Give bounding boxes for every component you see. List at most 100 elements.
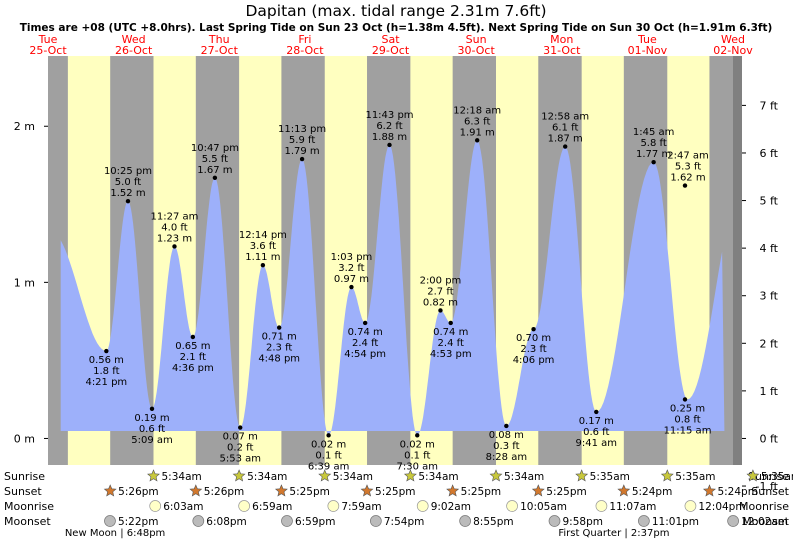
tide-metres-label: 1.77 m	[636, 149, 671, 160]
tide-point	[125, 198, 131, 204]
tide-feet-label: 6.3 ft	[464, 116, 490, 127]
tide-feet-label: 6.2 ft	[376, 121, 402, 132]
tide-time-label: 5:53 am	[219, 454, 261, 465]
sunset-entry: 5:24pm	[702, 484, 758, 498]
tide-time-label: 1:45 am	[633, 127, 675, 138]
tide-feet-label: 5.5 ft	[202, 154, 228, 165]
tide-metres-label: 0.65 m	[175, 341, 210, 352]
tide-time-label: 4:06 pm	[513, 355, 555, 366]
moonrise-icon	[238, 500, 251, 512]
tide-point	[682, 397, 688, 402]
moonrise-time: 6:03am	[163, 501, 203, 513]
moonrise-entry: 9:02am	[416, 500, 471, 513]
tide-feet-label: 2.1 ft	[180, 352, 206, 363]
moonset-entry: 11:01pm	[638, 515, 699, 528]
moonset-icon	[192, 515, 205, 527]
sunset-time: 5:26pm	[204, 486, 244, 498]
row-label-right: Sunrise	[748, 470, 789, 483]
row-label-left: Moonset	[4, 515, 51, 528]
day-date-label: 01-Nov	[628, 44, 668, 57]
day-date-label: 29-Oct	[372, 44, 410, 57]
sunrise-icon	[147, 469, 160, 482]
high-tide-marker: 2:47 am5.3 ft1.62 m	[667, 151, 709, 188]
high-tide-marker: 11:13 pm5.9 ft1.79 m	[278, 124, 326, 162]
sunset-icon	[617, 484, 631, 497]
tide-time-label: 5:09 am	[131, 435, 173, 446]
sunrise-time: 5:34am	[504, 471, 544, 483]
row-label-right: Moonrise	[739, 500, 789, 513]
tide-time-label: 4:36 pm	[172, 363, 214, 374]
tide-point	[349, 284, 354, 290]
tide-curve-area	[60, 140, 725, 436]
tide-time-label: 8:28 am	[486, 452, 528, 463]
sunset-icon	[274, 484, 288, 497]
tide-metres-label: 1.52 m	[110, 188, 145, 199]
tide-metres-label: 0.70 m	[516, 333, 551, 344]
moonset-time: 6:08pm	[206, 516, 246, 528]
high-tide-marker: 1:45 am5.8 ft1.77 m	[633, 127, 675, 165]
tide-feet-label: 0.1 ft	[315, 450, 341, 461]
day-date-label: 26-Oct	[115, 44, 153, 57]
tide-time-label: 1:03 pm	[331, 252, 373, 263]
tide-metres-label: 1.79 m	[284, 146, 319, 157]
moonset-time: 7:54pm	[384, 516, 424, 528]
tide-time-label: 10:47 pm	[191, 143, 239, 154]
row-label-right: Moonset	[742, 515, 789, 528]
day-weekday-label: Tue	[637, 33, 657, 46]
high-tide-marker: 12:14 pm3.6 ft1.11 m	[239, 230, 287, 268]
tide-point	[104, 348, 109, 354]
low-tide-marker: 0.71 m2.3 ft4:48 pm	[258, 325, 300, 365]
tide-metres-label: 1.23 m	[157, 233, 192, 244]
tide-metres-label: 0.07 m	[223, 432, 258, 443]
sunrise-icon	[489, 469, 503, 482]
tide-feet-label: 5.0 ft	[115, 177, 141, 188]
sunrise-time: 5:35am	[761, 471, 793, 483]
tide-metres-label: 0.02 m	[311, 439, 346, 450]
day-labels: Tue25-OctWed26-OctThu27-OctFri28-OctSat2…	[29, 33, 753, 57]
tide-feet-label: 5.3 ft	[675, 162, 701, 173]
sunrise-entry: 5:35am	[746, 469, 793, 483]
sunrise-icon	[318, 469, 332, 482]
tide-feet-label: 4.0 ft	[161, 222, 187, 233]
sunset-entry: 5:25pm	[274, 484, 330, 498]
tide-points: 0.56 m1.8 ft4:21 pm 10:25 pm5.0 ft1.52 m 0…	[85, 105, 711, 472]
sunrise-time: 5:34am	[333, 471, 373, 483]
moonset-icon	[104, 515, 116, 527]
right-tick-label: 1 ft	[760, 385, 779, 398]
sunset-icon	[360, 484, 374, 497]
day-weekday-label: Tue	[38, 33, 58, 46]
tide-metres-label: 0.82 m	[423, 297, 458, 308]
tide-point	[212, 175, 218, 180]
sunset-time: 5:25pm	[461, 486, 501, 498]
tide-feet-label: 2.3 ft	[520, 344, 546, 355]
sunrise-time: 5:34am	[247, 471, 287, 483]
tide-metres-label: 1.67 m	[197, 165, 232, 176]
tide-point	[238, 425, 243, 430]
moonrise-time: 12:04pm	[698, 501, 745, 513]
tide-point	[362, 320, 368, 326]
high-tide-marker: 10:47 pm5.5 ft1.67 m	[191, 143, 239, 180]
tide-feet-label: 5.9 ft	[289, 135, 315, 146]
chart-subtitle: Times are +08 (UTC +8.0hrs). Last Spring…	[20, 22, 773, 34]
day-weekday-label: Wed	[721, 33, 745, 46]
tide-time-label: 4:54 pm	[344, 349, 386, 360]
tide-point	[149, 406, 155, 412]
day-date-label: 02-Nov	[713, 44, 753, 57]
right-tick-label: 5 ft	[760, 195, 779, 208]
left-tick-label: 2 m	[14, 120, 35, 133]
tide-point	[531, 326, 536, 332]
tide-metres-label: 0.08 m	[489, 430, 524, 441]
tide-metres-label: 1.11 m	[245, 252, 280, 263]
sunset-entry: 5:24pm	[617, 484, 672, 498]
tide-metres-label: 0.17 m	[579, 416, 614, 427]
sunset-entry: 5:25pm	[446, 484, 501, 498]
moonrise-entry: 6:03am	[149, 500, 203, 513]
sunrise-icon	[746, 469, 760, 482]
sunrise-icon	[232, 469, 246, 482]
tide-point	[415, 433, 420, 438]
sunset-entry: 5:26pm	[103, 484, 159, 498]
tide-time-label: 12:58 am	[541, 112, 589, 123]
low-tide-marker: 0.19 m0.6 ft5:09 am	[131, 406, 173, 446]
tide-metres-label: 0.97 m	[334, 274, 369, 285]
tide-point	[172, 244, 177, 249]
